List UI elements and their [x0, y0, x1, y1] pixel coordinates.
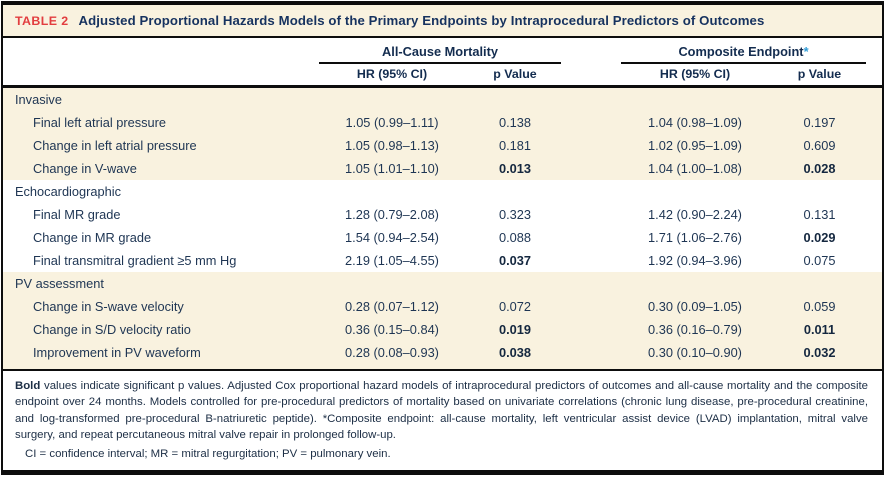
hr-cell-all-cause: 1.05 (0.98–1.13): [345, 138, 439, 153]
row-label: Change in V-wave: [33, 161, 137, 176]
subheader-p-composite: p Value: [797, 67, 842, 81]
table-row-change-in-s-wave-velocity: Change in S-wave velocity 0.28 (0.07–1.12…: [3, 295, 882, 318]
hr-cell-all-cause: 1.54 (0.94–2.54): [345, 230, 439, 245]
hr-cell-all-cause: 1.28 (0.79–2.08): [345, 207, 439, 222]
hr-cell-composite: 1.02 (0.95–1.09): [648, 138, 742, 153]
column-group-label: All-Cause Mortality: [382, 44, 498, 59]
section-header-row: Invasive: [3, 88, 882, 111]
p-value-cell-composite: 0.029: [803, 230, 836, 245]
table-footnotes: Bold values indicate significant p value…: [3, 369, 882, 462]
p-value-cell-all-cause: 0.181: [498, 138, 532, 153]
p-value-cell-all-cause: 0.323: [498, 207, 532, 222]
hr-cell-all-cause: 2.19 (1.05–4.55): [345, 253, 439, 268]
p-value-cell-composite: 0.609: [803, 138, 836, 153]
p-value-cell-all-cause: 0.038: [498, 345, 532, 360]
row-label: Final transmitral gradient ≥5 mm Hg: [33, 253, 237, 268]
table-title: Adjusted Proportional Hazards Models of …: [78, 13, 765, 28]
table-row-final-transmitral-gradient-5-mm-hg: Final transmitral gradient ≥5 mm Hg 2.19 …: [3, 249, 882, 272]
p-value-cell-all-cause: 0.088: [498, 230, 532, 245]
section-label: Invasive: [15, 92, 62, 107]
hr-cell-composite: 1.92 (0.94–3.96): [648, 253, 742, 268]
section-pv-assessment: PV assessment Change in S-wave velocity 0.…: [3, 272, 882, 369]
row-label: Improvement in PV waveform: [33, 345, 201, 360]
table-row-change-in-left-atrial-pressure: Change in left atrial pressure 1.05 (0.98…: [3, 134, 882, 157]
hr-cell-composite: 1.04 (1.00–1.08): [648, 161, 742, 176]
section-header-row: Echocardiographic: [3, 180, 882, 203]
table-number-tag: TABLE 2: [15, 13, 69, 28]
subheader-hr-composite: HR (95% CI): [659, 67, 731, 81]
p-value-cell-all-cause: 0.037: [498, 253, 532, 268]
footnote-bold-lead: Bold: [15, 380, 41, 392]
hr-cell-composite: 0.30 (0.09–1.05): [648, 299, 742, 314]
row-label: Change in MR grade: [33, 230, 152, 245]
subheader-hr-all-cause: HR (95% CI): [356, 67, 428, 81]
footnote-main: Bold values indicate significant p value…: [15, 378, 868, 444]
p-value-cell-composite: 0.011: [803, 322, 836, 337]
column-group-all-cause-mortality: All-Cause Mortality: [319, 44, 561, 64]
p-value-cell-composite: 0.131: [803, 207, 836, 222]
table-column-header: All-Cause Mortality Composite Endpoint* …: [3, 38, 882, 88]
section-header-row: PV assessment: [3, 272, 882, 295]
row-label: Change in S-wave velocity: [33, 299, 184, 314]
p-value-cell-composite: 0.059: [803, 299, 836, 314]
section-label: PV assessment: [15, 276, 104, 291]
section-invasive: Invasive Final left atrial pressure 1.05 (…: [3, 88, 882, 180]
table-row-final-left-atrial-pressure: Final left atrial pressure 1.05 (0.99–1.1…: [3, 111, 882, 134]
p-value-cell-all-cause: 0.138: [498, 115, 532, 130]
p-value-cell-composite: 0.032: [803, 345, 836, 360]
hr-cell-all-cause: 0.28 (0.08–0.93): [345, 345, 439, 360]
p-value-cell-composite: 0.075: [803, 253, 836, 268]
footnote-abbreviations: CI = confidence interval; MR = mitral re…: [25, 447, 391, 460]
p-value-cell-all-cause: 0.019: [498, 322, 532, 337]
subheader-p-all-cause: p Value: [493, 67, 537, 81]
column-subheader-row: HR (95% CI) p Value HR (95% CI) p Value: [3, 67, 882, 81]
section-echocardiographic: Echocardiographic Final MR grade 1.28 (0.7…: [3, 180, 882, 272]
hr-cell-composite: 1.42 (0.90–2.24): [648, 207, 742, 222]
column-group-composite-endpoint: Composite Endpoint*: [621, 44, 866, 64]
table-row-final-mr-grade: Final MR grade 1.28 (0.79–2.08) 0.323 1.42 …: [3, 203, 882, 226]
column-group-label: Composite Endpoint: [678, 44, 804, 59]
hr-cell-composite: 1.04 (0.98–1.09): [648, 115, 742, 130]
column-group-row: All-Cause Mortality Composite Endpoint*: [3, 44, 882, 64]
p-value-cell-all-cause: 0.072: [498, 299, 532, 314]
row-label: Final left atrial pressure: [33, 115, 166, 130]
table-row-change-in-mr-grade: Change in MR grade 1.54 (0.94–2.54) 0.088 1…: [3, 226, 882, 249]
table-row-improvement-in-pv-waveform: Improvement in PV waveform 0.28 (0.08–0.9…: [3, 341, 882, 364]
hr-cell-all-cause: 0.28 (0.07–1.12): [345, 299, 439, 314]
hr-cell-all-cause: 1.05 (1.01–1.10): [345, 161, 439, 176]
hr-cell-all-cause: 0.36 (0.15–0.84): [345, 322, 439, 337]
hr-cell-composite: 0.30 (0.10–0.90): [648, 345, 742, 360]
row-label: Final MR grade: [33, 207, 121, 222]
table-body: Invasive Final left atrial pressure 1.05 (…: [3, 88, 882, 369]
hr-cell-all-cause: 1.05 (0.99–1.11): [345, 115, 439, 130]
footnote-marker: *: [803, 44, 809, 59]
footnote-main-text: values indicate significant p values. Ad…: [15, 380, 868, 442]
section-label: Echocardiographic: [15, 184, 121, 199]
p-value-cell-all-cause: 0.013: [498, 161, 532, 176]
p-value-cell-composite: 0.197: [803, 115, 836, 130]
hr-cell-composite: 0.36 (0.16–0.79): [648, 322, 742, 337]
table-row-change-in-s-d-velocity-ratio: Change in S/D velocity ratio 0.36 (0.15–0…: [3, 318, 882, 341]
table-row-change-in-v-wave: Change in V-wave 1.05 (1.01–1.10) 0.013 1.0…: [3, 157, 882, 180]
p-value-cell-composite: 0.028: [803, 161, 836, 176]
hr-cell-composite: 1.71 (1.06–2.76): [648, 230, 742, 245]
row-label: Change in left atrial pressure: [33, 138, 197, 153]
row-label: Change in S/D velocity ratio: [33, 322, 191, 337]
table-title-band: TABLE 2 Adjusted Proportional Hazards Mo…: [3, 5, 882, 38]
